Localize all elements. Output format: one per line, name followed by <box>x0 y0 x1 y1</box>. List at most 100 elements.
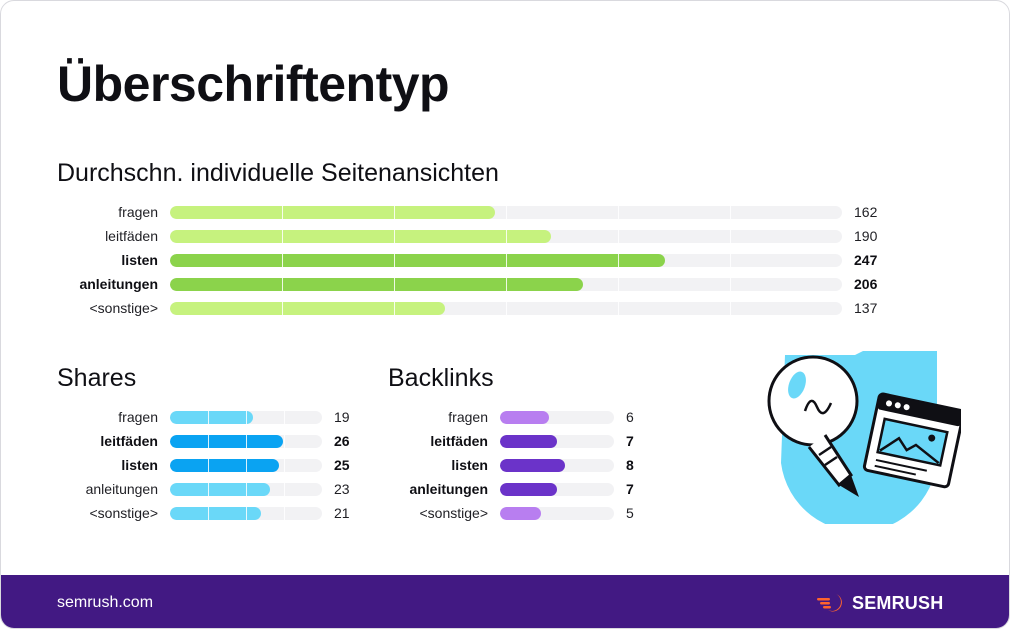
pageviews-chart-title: Durchschn. individuelle Seitenansichten <box>57 159 499 187</box>
brand-logo: SEMRUSH <box>816 592 943 614</box>
grid-line <box>246 507 247 520</box>
grid-line <box>394 278 395 291</box>
grid-line <box>506 278 507 291</box>
bar-row-anleitungen: anleitungen 7 <box>1 479 1001 499</box>
bar-track <box>500 411 614 424</box>
bar-track <box>170 459 322 472</box>
grid-line <box>394 254 395 267</box>
value-label: 8 <box>626 457 634 473</box>
bar-row-anleitungen: anleitungen 23 <box>1 479 1001 499</box>
bar <box>170 507 261 520</box>
grid-line <box>506 206 507 219</box>
bar-row-leitfäden: leitfäden 7 <box>1 431 1001 451</box>
category-label: listen <box>121 252 158 268</box>
semrush-flame-icon <box>817 594 842 612</box>
category-label: leitfäden <box>430 433 488 449</box>
bar <box>170 411 253 424</box>
category-label: listen <box>451 457 488 473</box>
bar-row-fragen: fragen 19 <box>1 407 1001 427</box>
grid-line <box>618 302 619 315</box>
value-label: 7 <box>626 481 634 497</box>
bar-track <box>170 302 842 315</box>
bar-row-anleitungen: anleitungen 206 <box>1 274 1001 294</box>
bar <box>170 459 279 472</box>
category-label: leitfäden <box>105 228 158 244</box>
bar-track <box>500 507 614 520</box>
bar <box>500 459 565 472</box>
category-label: leitfäden <box>100 433 158 449</box>
grid-line <box>284 507 285 520</box>
value-label: 23 <box>334 481 350 497</box>
bar-track <box>500 483 614 496</box>
bar-track <box>170 435 322 448</box>
bar-row-leitfäden: leitfäden 26 <box>1 431 1001 451</box>
bar-row-listen: listen 8 <box>1 455 1001 475</box>
value-label: 247 <box>854 252 878 268</box>
grid-line <box>246 483 247 496</box>
bar <box>170 230 551 243</box>
bar-row-listen: listen 247 <box>1 250 1001 270</box>
value-label: 206 <box>854 276 878 292</box>
grid-line <box>394 230 395 243</box>
bar-row-sonstige: <sonstige> 21 <box>1 503 1001 523</box>
bar <box>500 483 557 496</box>
category-label: anleitungen <box>79 276 158 292</box>
bar <box>170 435 283 448</box>
grid-line <box>730 302 731 315</box>
bar-track <box>170 254 842 267</box>
shares-chart-title: Shares <box>57 364 137 392</box>
category-label: anleitungen <box>85 481 158 497</box>
value-label: 5 <box>626 505 634 521</box>
page-title: Überschriftentyp <box>57 56 450 112</box>
grid-line <box>208 507 209 520</box>
grid-line <box>730 278 731 291</box>
grid-line <box>394 302 395 315</box>
grid-line <box>284 435 285 448</box>
category-label: <sonstige> <box>419 505 489 521</box>
grid-line <box>618 230 619 243</box>
bar-track <box>170 278 842 291</box>
category-label: fragen <box>118 409 158 425</box>
bar <box>500 411 549 424</box>
grid-line <box>394 206 395 219</box>
grid-line <box>282 254 283 267</box>
bar-track <box>170 411 322 424</box>
grid-line <box>506 302 507 315</box>
grid-line <box>618 254 619 267</box>
bar-row-fragen: fragen 6 <box>1 407 1001 427</box>
category-label: fragen <box>118 204 158 220</box>
value-label: 25 <box>334 457 350 473</box>
bar <box>170 206 495 219</box>
grid-line <box>506 230 507 243</box>
grid-line <box>282 230 283 243</box>
bar-track <box>500 435 614 448</box>
value-label: 26 <box>334 433 350 449</box>
bar <box>500 507 541 520</box>
bar <box>170 483 270 496</box>
value-label: 137 <box>854 300 878 316</box>
grid-line <box>208 459 209 472</box>
brand-name: SEMRUSH <box>852 593 944 613</box>
grid-line <box>284 459 285 472</box>
grid-line <box>730 206 731 219</box>
value-label: 7 <box>626 433 634 449</box>
grid-line <box>246 459 247 472</box>
footer-site-link[interactable]: semrush.com <box>57 594 154 611</box>
bar-track <box>170 507 322 520</box>
grid-line <box>282 206 283 219</box>
grid-line <box>506 254 507 267</box>
category-label: <sonstige> <box>89 300 159 316</box>
bar-row-sonstige: <sonstige> 5 <box>1 503 1001 523</box>
grid-line <box>284 483 285 496</box>
bar <box>170 254 665 267</box>
bar-row-fragen: fragen 162 <box>1 202 1001 222</box>
bar <box>170 278 583 291</box>
grid-line <box>284 411 285 424</box>
grid-line <box>618 278 619 291</box>
category-label: listen <box>121 457 158 473</box>
category-label: anleitungen <box>409 481 488 497</box>
category-label: <sonstige> <box>89 505 159 521</box>
grid-line <box>282 302 283 315</box>
grid-line <box>730 254 731 267</box>
